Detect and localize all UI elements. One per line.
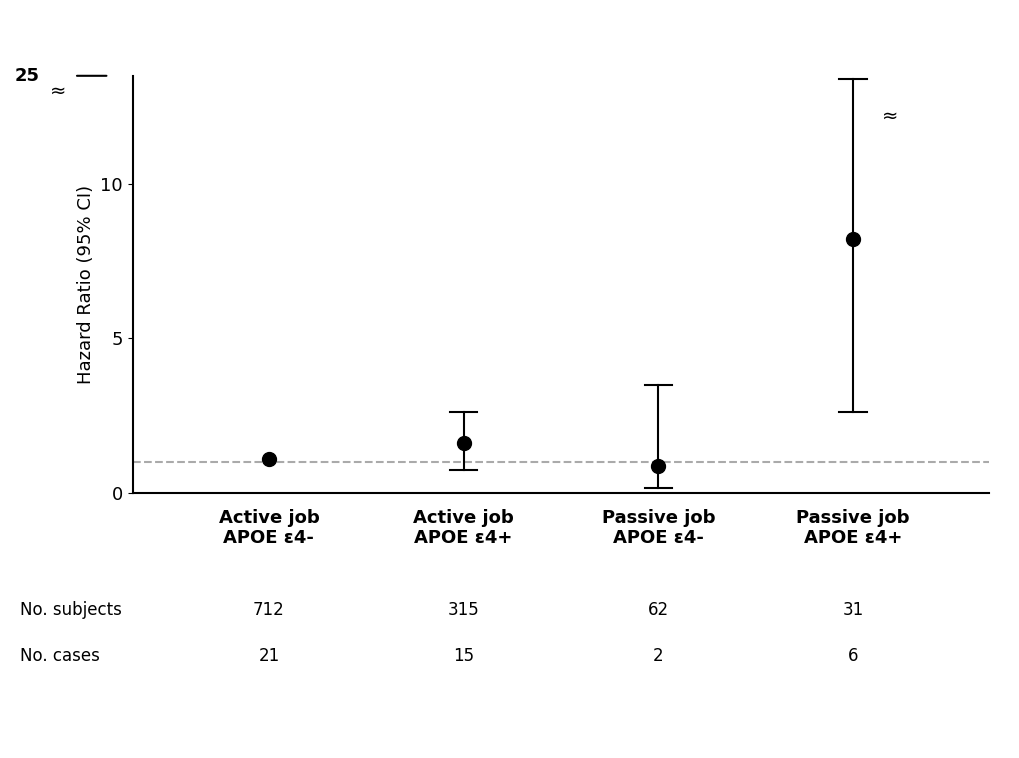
Text: 6: 6 [847, 647, 858, 665]
Text: 315: 315 [447, 601, 479, 619]
Text: ≈: ≈ [50, 82, 66, 101]
Text: ≈: ≈ [881, 106, 898, 125]
Text: No. subjects: No. subjects [20, 601, 122, 619]
Text: 712: 712 [253, 601, 284, 619]
Text: 2: 2 [652, 647, 663, 665]
Text: 15: 15 [452, 647, 474, 665]
Text: 31: 31 [842, 601, 863, 619]
Text: 25: 25 [14, 67, 39, 85]
Text: 21: 21 [258, 647, 279, 665]
Y-axis label: Hazard Ratio (95% CI): Hazard Ratio (95% CI) [76, 185, 95, 384]
Text: 62: 62 [647, 601, 668, 619]
Text: No. cases: No. cases [20, 647, 100, 665]
